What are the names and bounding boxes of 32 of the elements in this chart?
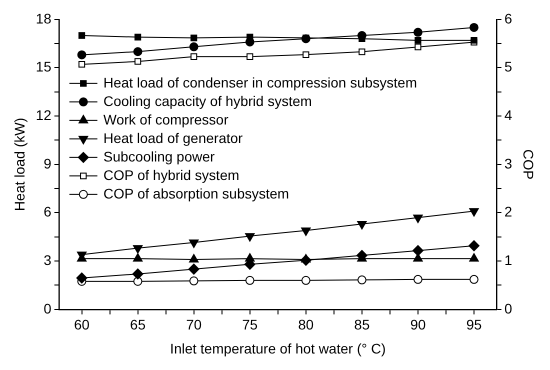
legend-label: Subcooling power <box>103 148 216 164</box>
x-axis-title: Inlet temperature of hot water (° C) <box>170 340 386 356</box>
y2-tick-label: 1 <box>504 252 512 268</box>
x-tick-label: 65 <box>130 316 146 333</box>
legend-label: Cooling capacity of hybrid system <box>103 92 312 109</box>
x-tick-label: 80 <box>298 316 314 333</box>
y-tick-label: 3 <box>44 252 52 268</box>
x-tick-label: 95 <box>466 316 482 333</box>
x-tick-label: 70 <box>186 316 202 333</box>
y2-tick-label: 2 <box>504 204 512 220</box>
legend-label: COP of hybrid system <box>103 166 240 183</box>
legend-label: Work of compressor <box>103 111 229 128</box>
x-tick-label: 60 <box>74 316 90 333</box>
y2-axis-title: COP <box>520 149 537 180</box>
y-tick-label: 12 <box>36 106 52 123</box>
legend-label: Heat load of generator <box>103 130 244 146</box>
y-tick-label: 0 <box>44 300 52 316</box>
y-axis-title: Heat load (kW) <box>11 118 28 212</box>
x-tick-label: 75 <box>242 316 258 333</box>
legend-label: Heat load of condenser in compression subsystem <box>103 74 417 90</box>
y2-tick-label: 4 <box>504 106 512 123</box>
y-tick-label: 6 <box>44 204 52 220</box>
legend-label: COP of absorption subsystem <box>103 185 290 202</box>
x-tick-label: 85 <box>354 316 370 333</box>
y-tick-label: 9 <box>44 155 52 172</box>
x-tick-label: 90 <box>410 316 426 333</box>
y2-tick-label: 0 <box>504 300 512 316</box>
y-tick-label: 18 <box>36 10 52 26</box>
y2-tick-label: 5 <box>504 58 512 75</box>
y2-tick-label: 6 <box>504 10 512 26</box>
y-tick-label: 15 <box>36 58 52 75</box>
y2-tick-label: 3 <box>504 155 512 172</box>
